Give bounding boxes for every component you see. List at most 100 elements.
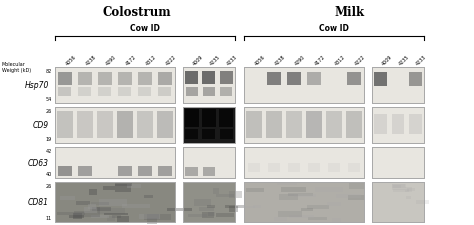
Bar — [219, 109, 233, 127]
Bar — [288, 194, 313, 196]
Text: 82: 82 — [46, 69, 52, 74]
Bar — [286, 112, 302, 139]
Bar — [122, 204, 150, 208]
Bar — [91, 215, 109, 218]
Text: 4235: 4235 — [398, 54, 410, 67]
Bar — [244, 68, 364, 104]
Bar — [372, 147, 424, 178]
Text: 4172: 4172 — [125, 54, 137, 67]
Bar — [99, 87, 111, 96]
Text: Cow ID: Cow ID — [319, 24, 349, 33]
Bar — [407, 188, 415, 191]
Text: 19: 19 — [46, 136, 52, 141]
Bar — [279, 194, 298, 200]
Bar — [147, 214, 159, 219]
Bar — [409, 73, 422, 87]
Bar — [57, 212, 85, 215]
Bar — [246, 112, 262, 139]
Bar — [405, 187, 411, 193]
Bar — [254, 205, 262, 208]
Bar — [372, 108, 424, 143]
Bar — [55, 182, 175, 222]
Bar — [55, 68, 175, 104]
Bar — [138, 73, 152, 86]
Bar — [301, 208, 312, 211]
Bar — [117, 216, 129, 222]
Text: Molecular
Weight (kD): Molecular Weight (kD) — [2, 62, 31, 73]
Bar — [139, 214, 160, 219]
Bar — [115, 184, 131, 192]
Bar — [157, 112, 173, 139]
Bar — [307, 206, 329, 209]
Bar — [348, 195, 365, 200]
Bar — [347, 73, 361, 86]
Text: Hsp70: Hsp70 — [25, 81, 49, 90]
Text: 4235: 4235 — [209, 54, 221, 67]
Bar — [294, 194, 316, 197]
Text: CD63: CD63 — [28, 158, 49, 167]
Bar — [202, 109, 216, 127]
Bar — [348, 163, 360, 172]
Bar — [118, 87, 131, 96]
Text: CD9: CD9 — [33, 121, 49, 130]
Bar — [117, 112, 133, 139]
Bar — [185, 129, 198, 140]
Bar — [60, 196, 75, 200]
Bar — [266, 112, 282, 139]
Bar — [244, 182, 364, 222]
Bar — [185, 71, 198, 85]
Bar — [144, 214, 171, 220]
Bar — [58, 166, 72, 177]
Bar — [107, 216, 115, 221]
Bar — [290, 216, 314, 218]
Bar — [278, 211, 302, 218]
Bar — [73, 211, 100, 217]
Bar — [147, 218, 157, 224]
Bar — [199, 207, 214, 211]
Text: 4233: 4233 — [226, 54, 239, 67]
Bar — [229, 191, 242, 198]
Bar — [246, 189, 264, 192]
Bar — [194, 199, 211, 206]
Bar — [58, 87, 72, 96]
Bar — [374, 115, 387, 134]
Bar — [208, 212, 215, 216]
Bar — [372, 68, 424, 104]
Bar — [185, 167, 198, 176]
Bar — [225, 205, 244, 209]
Text: 4238: 4238 — [85, 54, 97, 67]
Bar — [78, 73, 92, 86]
Bar — [183, 108, 235, 143]
Bar — [92, 207, 110, 212]
Bar — [78, 166, 92, 177]
Bar — [216, 213, 234, 217]
Bar — [183, 68, 235, 104]
Bar — [213, 188, 219, 194]
Text: 4233: 4233 — [415, 54, 428, 67]
Bar — [183, 108, 235, 143]
Bar — [138, 166, 152, 177]
Bar — [216, 194, 234, 197]
Bar — [183, 147, 235, 178]
Text: 4312: 4312 — [334, 54, 346, 67]
Bar — [332, 218, 341, 222]
Bar — [158, 87, 172, 96]
Bar — [268, 163, 280, 172]
Bar — [57, 112, 73, 139]
Bar — [91, 202, 109, 205]
Text: 4056: 4056 — [254, 54, 266, 67]
Bar — [88, 204, 97, 209]
Bar — [416, 200, 428, 204]
Bar — [244, 108, 364, 143]
Bar — [58, 73, 72, 86]
Bar — [55, 182, 175, 222]
Bar — [274, 217, 287, 221]
Bar — [97, 112, 113, 139]
Text: 26: 26 — [46, 108, 52, 113]
Bar — [326, 112, 342, 139]
Bar — [393, 189, 409, 192]
Text: Milk: Milk — [335, 6, 365, 19]
Text: Cow ID: Cow ID — [130, 24, 160, 33]
Bar — [73, 213, 82, 219]
Bar — [112, 215, 121, 218]
